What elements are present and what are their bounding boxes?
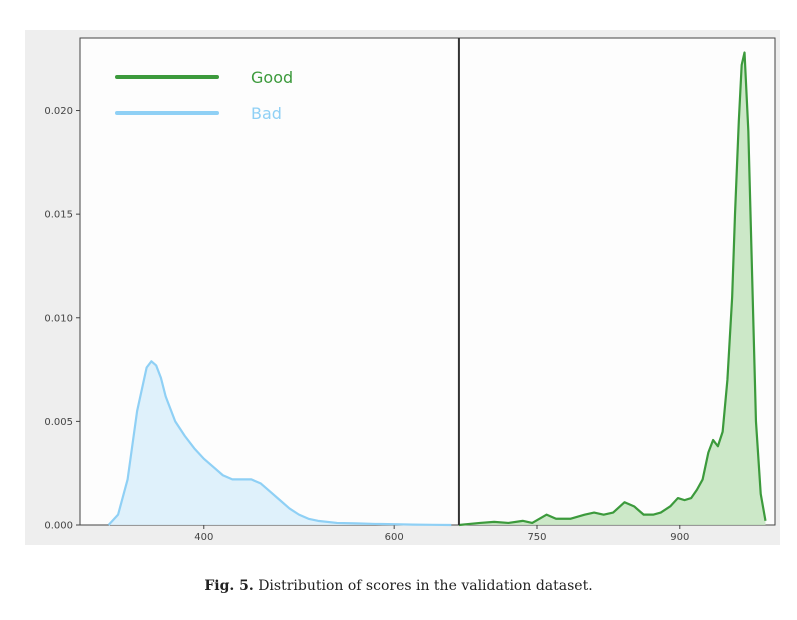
legend-good-label: Good xyxy=(251,68,293,87)
y-tick-label: 0.015 xyxy=(44,210,73,221)
legend-bad-label: Bad xyxy=(251,104,282,123)
axis-ticks: 0.000 0.005 0.010 0.015 0.020 400 600 750 900 xyxy=(44,106,689,543)
y-tick-label: 0.005 xyxy=(44,417,73,428)
series-bad-line xyxy=(107,360,452,527)
plot-area xyxy=(79,37,776,526)
y-tick-label: 0.000 xyxy=(44,521,73,532)
chart-svg: 0.000 0.005 0.010 0.015 0.020 400 600 750 900 Go… xyxy=(44,37,776,543)
series-layer xyxy=(107,51,767,527)
chart-figure: 0.000 0.005 0.010 0.015 0.020 400 600 750 900 Go… xyxy=(25,30,780,545)
series-good-area xyxy=(458,52,766,525)
series-bad-area xyxy=(108,361,452,525)
caption-label: Fig. 5. xyxy=(204,578,254,594)
y-tick-label: 0.010 xyxy=(44,313,73,324)
x-tick-label: 750 xyxy=(527,532,546,543)
caption-text: Distribution of scores in the validation… xyxy=(258,578,593,594)
x-tick-label: 600 xyxy=(385,532,404,543)
y-tick-label: 0.020 xyxy=(44,106,73,117)
series-good-line xyxy=(458,51,767,527)
x-tick-label: 900 xyxy=(670,532,689,543)
figure-caption: Fig. 5. Distribution of scores in the va… xyxy=(0,578,797,594)
legend: Good Bad xyxy=(115,68,293,123)
x-tick-label: 400 xyxy=(194,532,213,543)
